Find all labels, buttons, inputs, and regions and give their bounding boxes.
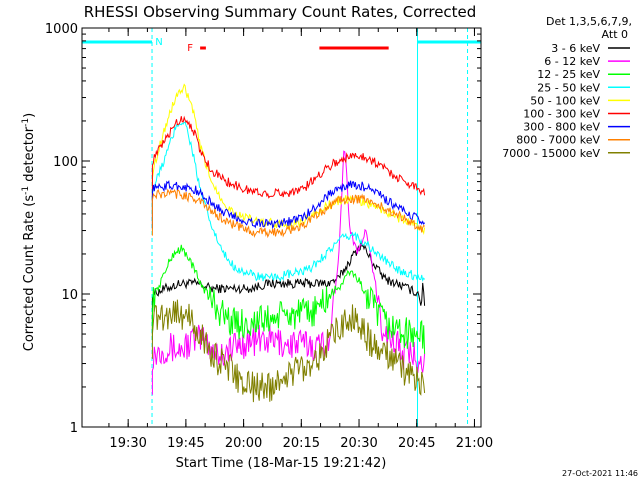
y-tick-label-2: 100 (53, 155, 78, 170)
y-axis: 1 10 100 1000 (45, 22, 481, 436)
flare-flag-label: F (187, 43, 193, 54)
x-tick-label-4: 20:30 (340, 436, 377, 451)
y-tick-label-0: 1 (70, 421, 78, 436)
series-line-8 (151, 299, 426, 403)
x-tick-label-5: 20:45 (398, 436, 435, 451)
legend-label-8: 7000 - 15000 keV (502, 147, 600, 160)
legend-header-line-2: Att 0 (602, 28, 628, 41)
x-tick-label-0: 19:30 (109, 436, 146, 451)
y-tick-label-3: 1000 (45, 22, 78, 37)
x-axis-label: Start Time (18-Mar-15 19:21:42) (176, 456, 387, 471)
legend-header-line-1: Det 1,3,5,6,7,9, (546, 15, 632, 28)
y-axis-label-sup-1: -1 (21, 186, 31, 195)
series-line-2 (151, 244, 426, 354)
x-tick-label-6: 21:00 (456, 436, 493, 451)
y-axis-label-end: ) (22, 113, 37, 118)
series-line-6 (151, 179, 426, 230)
x-tick-label-1: 19:45 (167, 436, 204, 451)
series-line-3 (151, 121, 426, 283)
series-line-5 (151, 115, 426, 201)
legend-label-3: 25 - 50 keV (537, 81, 600, 94)
saa-flag-label: N (155, 37, 162, 48)
plot-frame (81, 27, 482, 428)
y-axis-label-mid: detector (22, 126, 37, 186)
series-line-7 (151, 188, 425, 239)
y-axis-label: Corrected Count Rate (s-1 detector-1) (21, 113, 37, 351)
x-tick-label-2: 20:00 (225, 436, 262, 451)
chart-title: RHESSI Observing Summary Count Rates, Co… (84, 3, 477, 21)
x-axis: 19:30 19:45 20:00 20:15 20:30 20:45 21:00 (108, 28, 493, 451)
y-axis-label-sup-2: -1 (21, 118, 31, 127)
legend-label-1: 6 - 12 keV (544, 55, 600, 68)
x-tick-label-3: 20:15 (283, 436, 320, 451)
y-tick-label-1: 10 (61, 288, 78, 303)
legend-label-0: 3 - 6 keV (551, 42, 600, 55)
legend-label-7: 800 - 7000 keV (516, 134, 600, 147)
legend-label-6: 300 - 800 keV (523, 121, 600, 134)
legend-label-4: 50 - 100 keV (530, 94, 600, 107)
y-axis-label-main: Corrected Count Rate (s (22, 195, 37, 352)
series-line-0 (151, 240, 426, 334)
legend-label-2: 12 - 25 keV (537, 68, 600, 81)
legend-label-5: 100 - 300 keV (523, 108, 600, 121)
footer-date: 27-Oct-2021 11:46 (562, 469, 638, 478)
plot-area: NF (81, 28, 481, 427)
